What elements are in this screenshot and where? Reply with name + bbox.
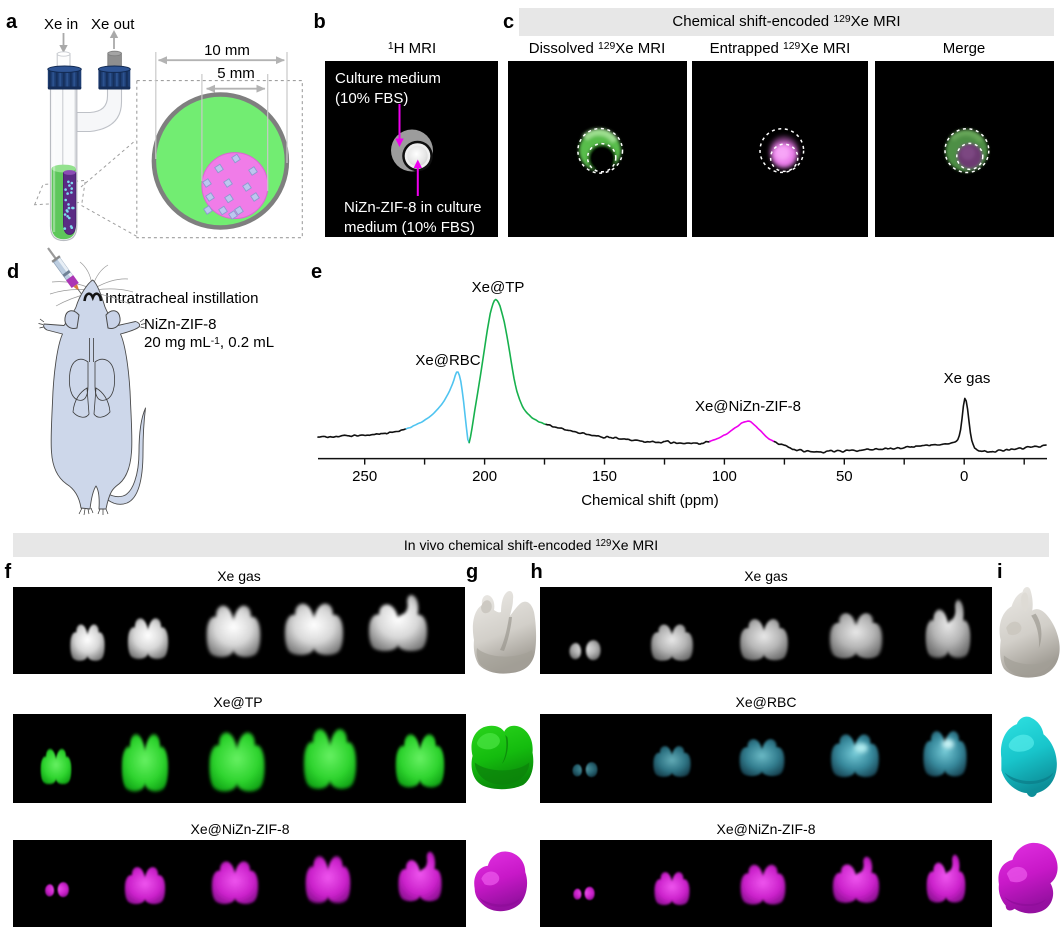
svg-text:Xe gas: Xe gas: [944, 370, 991, 387]
svg-text:Xe@RBC: Xe@RBC: [415, 352, 480, 369]
svg-text:150: 150: [592, 468, 617, 485]
svg-text:100: 100: [712, 468, 737, 485]
svg-text:250: 250: [352, 468, 377, 485]
svg-text:5 mm: 5 mm: [217, 65, 255, 82]
svg-text:Chemical shift (ppm): Chemical shift (ppm): [581, 492, 719, 509]
svg-text:Xe out: Xe out: [91, 16, 135, 33]
svg-text:0: 0: [960, 468, 968, 485]
svg-text:200: 200: [472, 468, 497, 485]
svg-text:Xe in: Xe in: [44, 16, 78, 33]
svg-text:Xe@NiZn-ZIF-8: Xe@NiZn-ZIF-8: [695, 398, 801, 415]
svg-text:Xe@TP: Xe@TP: [472, 279, 525, 296]
svg-text:10 mm: 10 mm: [204, 42, 250, 59]
svg-text:50: 50: [836, 468, 853, 485]
